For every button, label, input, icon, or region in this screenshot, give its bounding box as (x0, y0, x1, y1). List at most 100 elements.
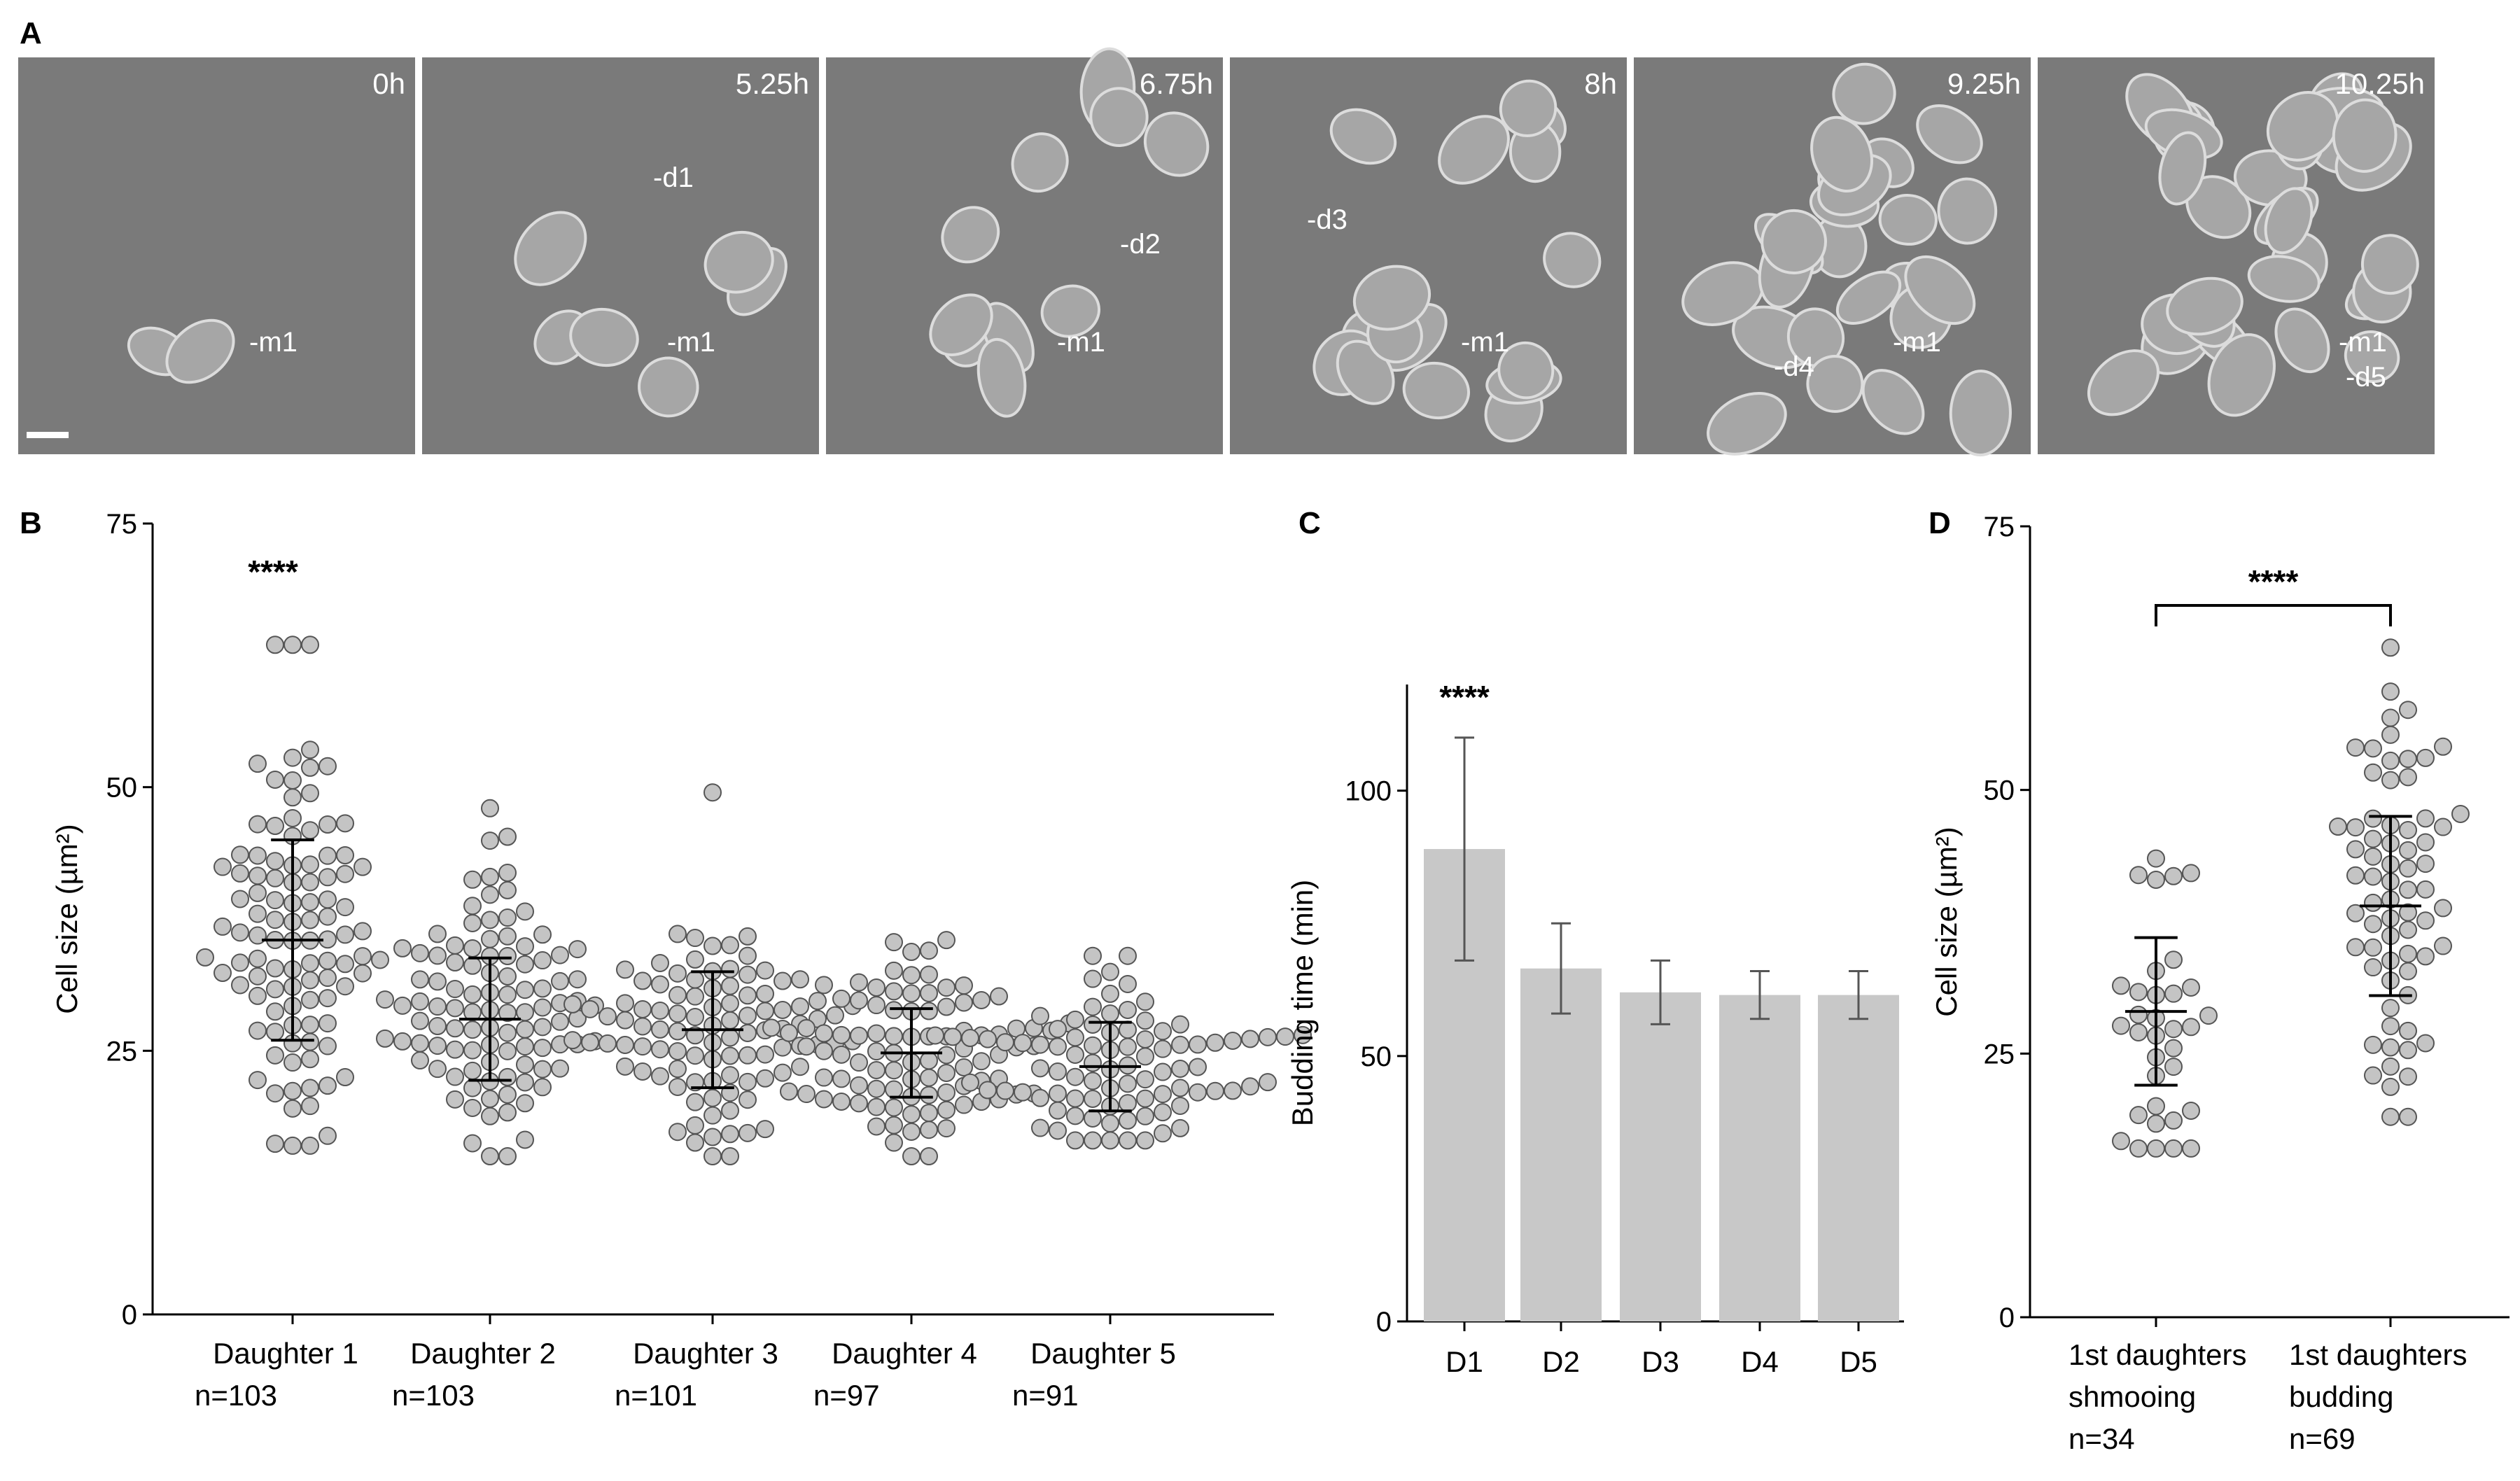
data-point (516, 902, 534, 921)
data-point (2451, 804, 2470, 823)
data-point (2364, 829, 2382, 848)
data-point (955, 1058, 973, 1077)
data-point (850, 991, 868, 1010)
data-point (284, 636, 302, 654)
data-point (2434, 899, 2452, 918)
data-point (2364, 1066, 2382, 1085)
data-point (318, 907, 337, 926)
time-label: 9.25h (1947, 67, 2021, 100)
data-point (668, 1123, 687, 1142)
data-point (446, 1040, 464, 1059)
yeast-cell (1497, 341, 1555, 400)
yeast-cell (1011, 132, 1069, 193)
data-point (301, 784, 319, 803)
data-point (2112, 1016, 2130, 1035)
data-point (2364, 763, 2382, 782)
significance-stars: **** (2248, 563, 2299, 600)
data-point (581, 999, 599, 1018)
data-point (832, 1045, 850, 1064)
data-point (867, 1117, 886, 1136)
data-point (428, 925, 447, 943)
data-point (1189, 1058, 1207, 1076)
data-point (248, 754, 267, 773)
x-tick-label: D1 (1446, 1345, 1483, 1378)
data-point (463, 1041, 482, 1060)
data-point (2182, 1101, 2200, 1120)
data-point (446, 999, 464, 1018)
data-point (393, 1032, 412, 1051)
data-point (2346, 738, 2365, 757)
data-point (616, 1011, 634, 1030)
data-point (616, 994, 634, 1013)
data-point (791, 997, 809, 1016)
data-point (2164, 1139, 2183, 1158)
data-point (1119, 1131, 1137, 1150)
x-tick-label: Daughter 3 (633, 1337, 778, 1370)
data-point (533, 979, 552, 998)
data-point (1066, 1010, 1084, 1029)
data-point (1101, 962, 1119, 981)
data-point (961, 1073, 979, 1092)
data-point (850, 1026, 868, 1045)
data-point (2147, 1097, 2165, 1116)
data-point (533, 1039, 552, 1058)
data-point (920, 1121, 938, 1139)
n-label: n=69 (2289, 1422, 2356, 1455)
data-point (2182, 864, 2200, 883)
data-point (920, 941, 938, 960)
data-point (516, 1003, 534, 1022)
data-point (266, 1002, 284, 1021)
data-point (463, 1079, 482, 1097)
panel-b-chart: B 0 25 50 75 Cell size (µm²) Daughter 1 n=103 Da… (20, 506, 1312, 1412)
data-point (551, 1059, 569, 1078)
data-point (902, 943, 920, 962)
data-point (704, 1106, 722, 1125)
y-tick-label: 100 (1345, 776, 1392, 807)
data-point (2182, 978, 2200, 997)
data-point (411, 992, 429, 1011)
data-point (885, 1116, 903, 1135)
data-point (2164, 866, 2183, 885)
cell-label: -d5 (2346, 362, 2386, 393)
data-point (1119, 946, 1137, 965)
data-point (2346, 818, 2365, 837)
data-point (598, 1007, 617, 1026)
data-point (248, 815, 267, 834)
data-point (885, 1133, 903, 1152)
data-point (533, 998, 552, 1017)
data-point (411, 943, 429, 962)
data-point (634, 1062, 652, 1081)
data-point (266, 869, 284, 887)
data-point (516, 1020, 534, 1039)
data-point (721, 1147, 739, 1165)
data-point (231, 953, 249, 972)
data-point (902, 1105, 920, 1124)
data-point (1066, 1028, 1084, 1047)
data-point (2381, 1057, 2400, 1076)
yeast-cell (2264, 187, 2314, 255)
data-point (721, 994, 739, 1013)
data-point (1136, 1089, 1154, 1108)
data-point (481, 1107, 499, 1125)
data-point (2381, 708, 2400, 727)
data-point (2381, 1017, 2400, 1036)
data-point (266, 852, 284, 871)
yeast-cell (929, 293, 993, 356)
data-point (1224, 1081, 1242, 1100)
data-point (318, 951, 337, 970)
data-point (1066, 1107, 1084, 1125)
data-point (2399, 1021, 2417, 1040)
data-point (721, 960, 739, 978)
n-label: n=101 (615, 1379, 697, 1412)
data-point (301, 873, 319, 892)
data-point (2399, 944, 2417, 963)
data-point (481, 911, 499, 929)
data-point (815, 1068, 833, 1087)
data-point (1084, 946, 1102, 965)
data-point (336, 977, 354, 996)
data-point (774, 1000, 792, 1019)
data-point (2147, 1139, 2165, 1158)
data-point (738, 927, 757, 946)
data-point (867, 1024, 886, 1043)
data-point (738, 946, 757, 965)
